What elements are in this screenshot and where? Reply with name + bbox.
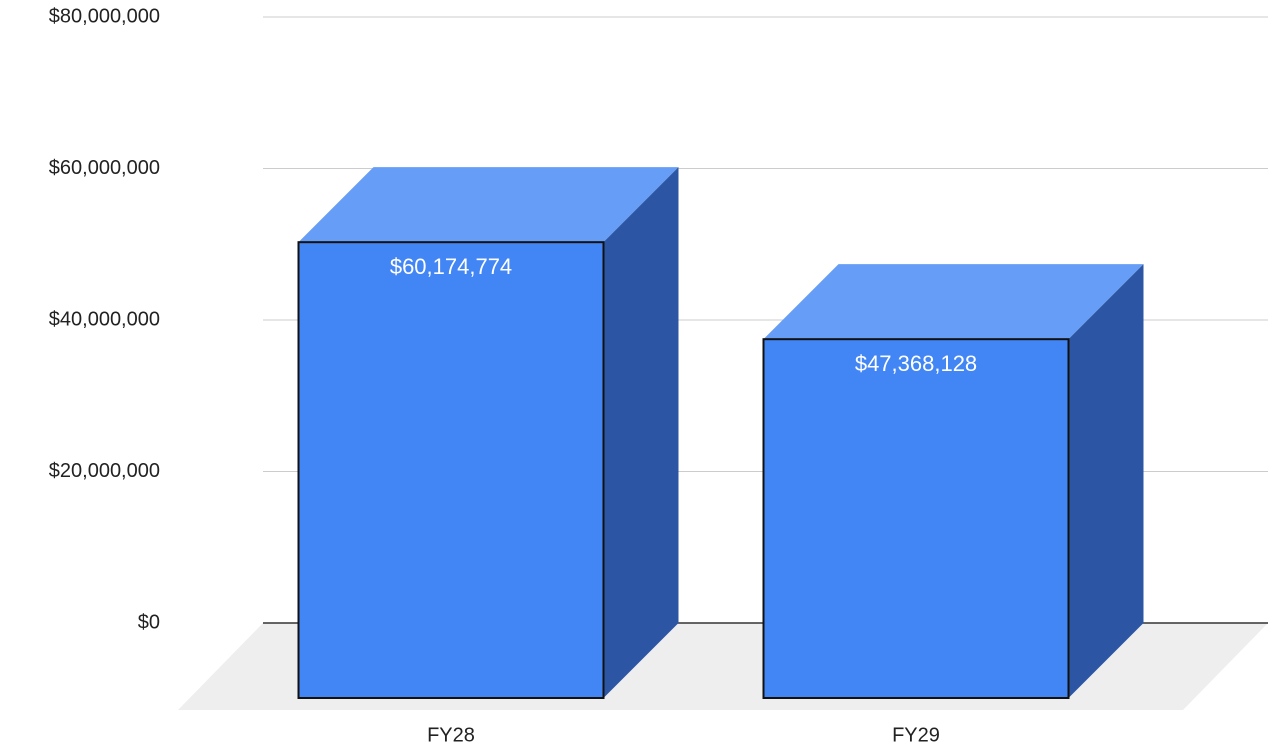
y-tick-label: $60,000,000 <box>49 157 160 179</box>
bar-side <box>1068 264 1144 698</box>
bar-side <box>603 167 679 698</box>
x-tick-label: FY28 <box>427 724 475 746</box>
bar-front <box>762 338 1070 699</box>
bar-front <box>297 241 605 699</box>
x-tick-label: FY29 <box>892 724 940 746</box>
value-label: $47,368,128 <box>855 351 977 376</box>
y-tick-label: $20,000,000 <box>49 460 160 482</box>
value-label: $60,174,774 <box>390 254 512 279</box>
y-tick-label: $40,000,000 <box>49 308 160 330</box>
y-tick-label: $80,000,000 <box>49 5 160 27</box>
y-tick-label: $0 <box>138 611 160 633</box>
bar <box>297 167 679 699</box>
bar-top <box>763 264 1144 340</box>
bar-top <box>298 167 679 243</box>
bar <box>762 264 1144 699</box>
